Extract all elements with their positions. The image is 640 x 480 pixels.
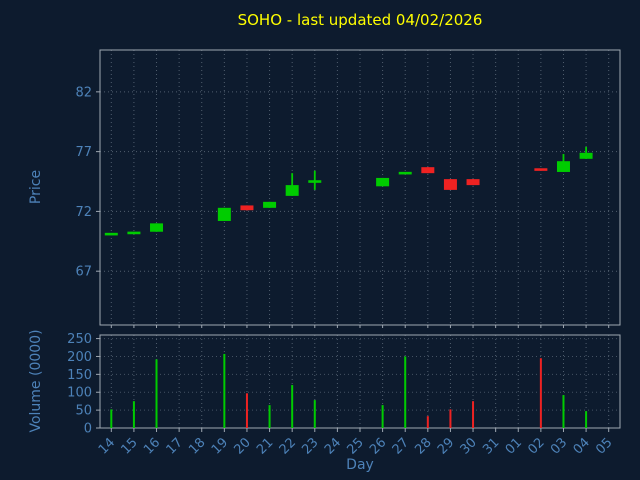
volume-tick-label: 0 bbox=[84, 422, 92, 437]
volume-bar-day-21 bbox=[268, 405, 271, 428]
x-tick-label: 30 bbox=[458, 435, 480, 457]
x-tick-label: 27 bbox=[390, 435, 412, 457]
candle-body-day-22 bbox=[285, 185, 299, 196]
candle-body-day-26 bbox=[376, 177, 390, 187]
x-tick-label: 17 bbox=[164, 435, 186, 457]
x-axis-label: Day bbox=[346, 457, 374, 473]
candle-body-day-14 bbox=[104, 232, 118, 236]
volume-bar-day-03 bbox=[562, 395, 565, 428]
candle-body-day-28 bbox=[421, 167, 435, 174]
candle-body-day-20 bbox=[240, 205, 254, 211]
volume-tick-label: 50 bbox=[75, 404, 92, 419]
x-tick-label: 19 bbox=[209, 435, 231, 457]
price-plot-frame bbox=[99, 49, 621, 326]
x-tick-label: 25 bbox=[345, 435, 367, 457]
volume-bar-day-02 bbox=[539, 358, 542, 428]
x-tick-label: 02 bbox=[525, 435, 547, 457]
volume-tick-label: 150 bbox=[67, 368, 92, 383]
volume-tick-label: 100 bbox=[67, 386, 92, 401]
x-tick-label: 05 bbox=[593, 435, 615, 457]
x-tick-label: 16 bbox=[141, 435, 163, 457]
candle-body-day-23 bbox=[308, 180, 322, 183]
x-tick-label: 18 bbox=[186, 435, 208, 457]
candle-body-day-03 bbox=[556, 161, 570, 172]
x-tick-label: 03 bbox=[548, 435, 570, 457]
volume-bar-day-19 bbox=[223, 353, 226, 428]
x-tick-label: 28 bbox=[412, 435, 434, 457]
x-tick-label: 29 bbox=[435, 435, 457, 457]
volume-plot-frame bbox=[99, 334, 621, 429]
x-tick-label: 24 bbox=[322, 435, 344, 457]
x-tick-label: 22 bbox=[277, 435, 299, 457]
candle-body-day-15 bbox=[127, 231, 141, 235]
candle-body-day-27 bbox=[398, 171, 412, 175]
x-tick-label: 31 bbox=[480, 435, 502, 457]
x-tick-label: 01 bbox=[503, 435, 525, 457]
chart-title: SOHO - last updated 04/02/2026 bbox=[237, 11, 483, 29]
volume-bar-day-20 bbox=[245, 393, 248, 428]
candle-body-day-19 bbox=[217, 207, 231, 221]
volume-bar-day-16 bbox=[155, 359, 158, 428]
x-tick-label: 04 bbox=[571, 435, 593, 457]
price-tick-label: 82 bbox=[75, 85, 92, 100]
volume-tick-label: 200 bbox=[67, 350, 92, 365]
x-tick-label: 21 bbox=[254, 435, 276, 457]
volume-bar-day-27 bbox=[404, 356, 407, 428]
candle-body-day-21 bbox=[263, 201, 277, 208]
volume-bar-day-30 bbox=[472, 401, 475, 428]
x-tick-label: 23 bbox=[299, 435, 321, 457]
volume-tick-label: 250 bbox=[67, 332, 92, 347]
x-tick-label: 20 bbox=[231, 435, 253, 457]
candle-body-day-04 bbox=[579, 152, 593, 159]
x-tick-label: 15 bbox=[118, 435, 140, 457]
candle-body-day-16 bbox=[150, 223, 164, 232]
volume-bar-day-04 bbox=[585, 411, 588, 428]
price-tick-label: 77 bbox=[75, 145, 92, 160]
candle-body-day-30 bbox=[466, 179, 480, 186]
volume-bar-day-23 bbox=[313, 400, 316, 428]
volume-bar-day-15 bbox=[132, 401, 135, 428]
price-tick-label: 67 bbox=[75, 265, 92, 280]
candle-body-day-02 bbox=[534, 168, 548, 171]
volume-bar-day-22 bbox=[291, 385, 294, 428]
volume-bar-day-14 bbox=[110, 409, 113, 428]
volume-bar-day-29 bbox=[449, 409, 452, 428]
volume-bar-day-26 bbox=[381, 405, 384, 428]
volume-bar-day-28 bbox=[426, 416, 429, 428]
x-tick-label: 14 bbox=[96, 435, 118, 457]
price-tick-label: 72 bbox=[75, 205, 92, 220]
x-tick-label: 26 bbox=[367, 435, 389, 457]
candle-body-day-29 bbox=[443, 179, 457, 190]
